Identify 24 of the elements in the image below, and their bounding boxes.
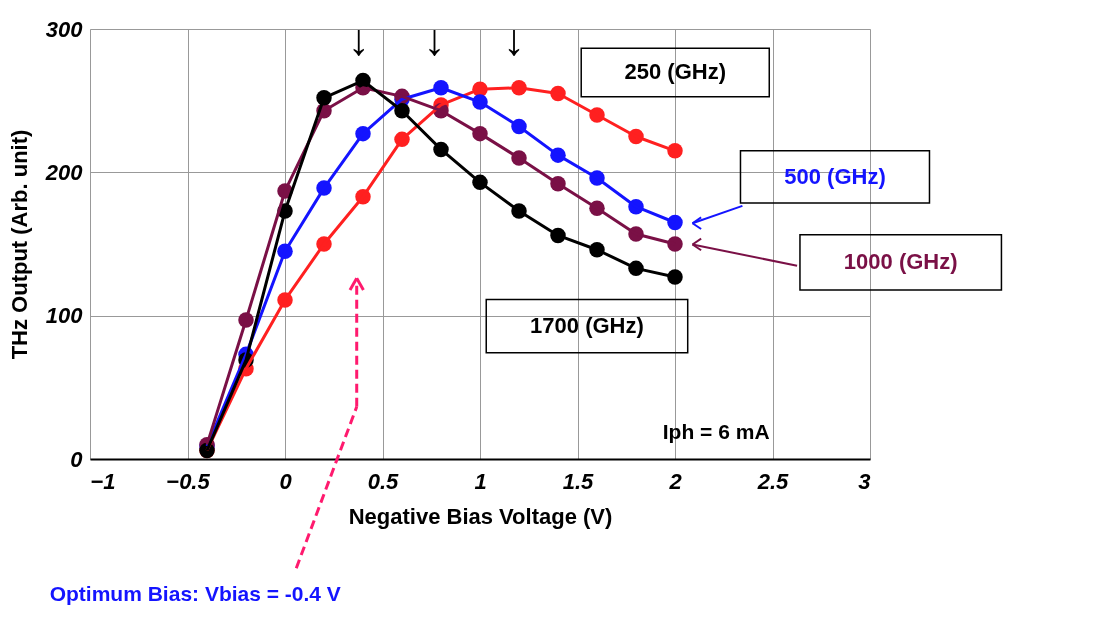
x-tick-label: 0	[279, 468, 293, 494]
x-tick-label: −0.5	[166, 468, 211, 494]
x-tick-label: 1.5	[562, 468, 595, 494]
y-tick-label: 100	[45, 303, 84, 329]
y-tick-label: 200	[44, 159, 84, 185]
annotation: ↓	[347, 14, 370, 64]
x-tick-label: 2	[668, 468, 683, 494]
y-tick-label: 300	[45, 16, 84, 42]
x-tick-label: 2.5	[756, 468, 790, 494]
x-tick-label: 1	[474, 468, 487, 494]
y-tick-label: 0	[70, 446, 84, 472]
x-tick-label: 3	[858, 468, 871, 494]
annotation: Iph = 6 mA	[662, 419, 770, 443]
annotation: ↓	[423, 14, 446, 64]
legend-label: 1000 (GHz)	[843, 249, 958, 275]
text: Optimum Bias: Vbias = -0.4 V	[49, 582, 341, 606]
series-label: 250 (GHz)	[624, 59, 726, 85]
annotation: ↓	[503, 14, 526, 64]
y-axis-title: THz Output (Arb. unit)	[6, 129, 32, 360]
text: 500 (GHz)	[784, 163, 886, 189]
x-axis-title: Negative Bias Voltage (V)	[348, 503, 613, 529]
x-tick-label: −1	[90, 468, 116, 494]
series-label: 1700 (GHz)	[530, 313, 644, 339]
x-tick-label: 0.5	[367, 468, 400, 494]
